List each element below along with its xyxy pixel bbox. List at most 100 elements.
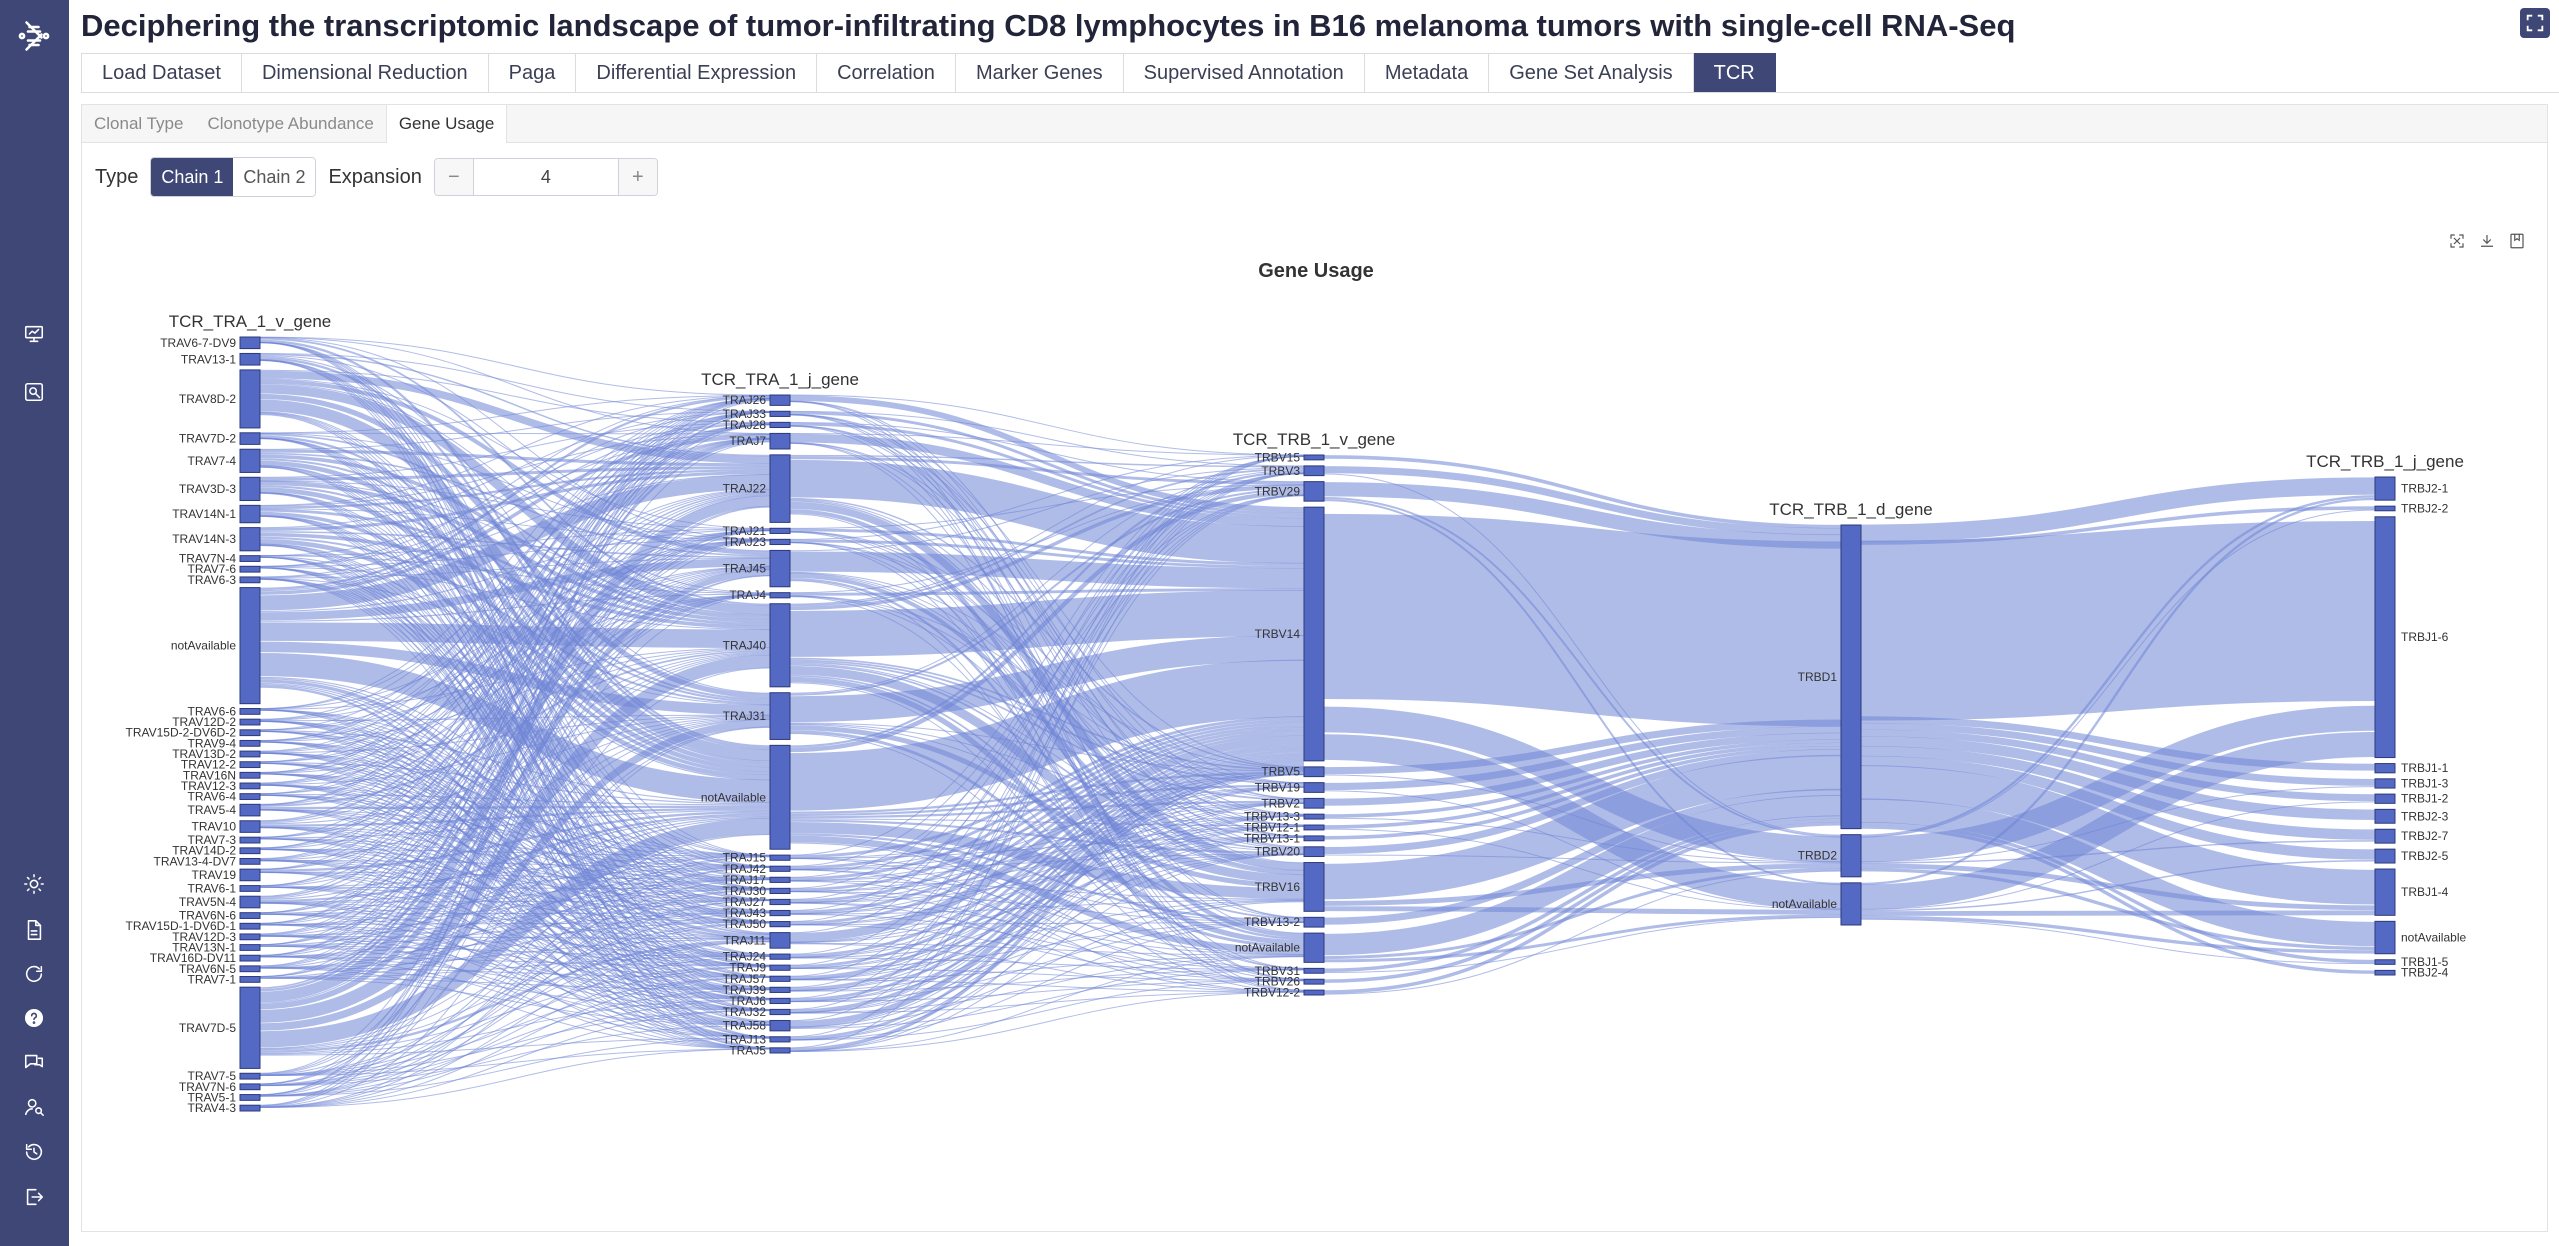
- sankey-node[interactable]: [239, 965, 261, 973]
- sankey-node[interactable]: [239, 555, 261, 562]
- sankey-node[interactable]: [1840, 524, 1862, 830]
- sankey-node[interactable]: [2374, 848, 2396, 864]
- tab-correlation[interactable]: Correlation: [817, 53, 956, 93]
- sankey-node[interactable]: [239, 933, 261, 941]
- sankey-node[interactable]: [769, 876, 791, 883]
- sankey-node[interactable]: [769, 410, 791, 417]
- sankey-node[interactable]: [239, 448, 261, 473]
- sankey-node[interactable]: [239, 771, 261, 779]
- tab-supervised-annotation[interactable]: Supervised Annotation: [1123, 53, 1365, 93]
- sankey-node[interactable]: [769, 887, 791, 895]
- sankey-node[interactable]: [239, 761, 261, 769]
- sankey-node[interactable]: [239, 708, 261, 715]
- sankey-node[interactable]: [769, 454, 791, 523]
- sankey-node[interactable]: [1840, 882, 1862, 926]
- sankey-node[interactable]: [2374, 505, 2396, 512]
- sankey-node[interactable]: [2374, 763, 2396, 774]
- sankey-node[interactable]: [239, 1072, 261, 1080]
- file-icon[interactable]: [18, 914, 50, 946]
- sankey-node[interactable]: [769, 898, 791, 906]
- fullscreen-button[interactable]: [2520, 8, 2550, 38]
- sankey-node[interactable]: [239, 793, 261, 800]
- sankey-node[interactable]: [239, 587, 261, 705]
- sankey-node[interactable]: [239, 976, 261, 983]
- sankey-node[interactable]: [769, 421, 791, 429]
- tab-marker-genes[interactable]: Marker Genes: [955, 53, 1124, 93]
- subtab-clonal-type[interactable]: Clonal Type: [94, 114, 184, 133]
- subtab-gene-usage[interactable]: Gene Usage: [385, 105, 508, 143]
- sankey-node[interactable]: [239, 1083, 261, 1091]
- chain2-button[interactable]: Chain 2: [233, 158, 316, 196]
- tab-dimensional-reduction[interactable]: Dimensional Reduction: [241, 53, 489, 93]
- tab-load-dataset[interactable]: Load Dataset: [81, 53, 242, 93]
- sankey-node[interactable]: [2374, 476, 2396, 501]
- sankey-node[interactable]: [239, 739, 261, 747]
- sankey-node[interactable]: [769, 432, 791, 450]
- tab-paga[interactable]: Paga: [488, 53, 577, 93]
- refresh-icon[interactable]: [18, 958, 50, 990]
- sankey-node[interactable]: [1303, 978, 1325, 985]
- sankey-node[interactable]: [769, 1019, 791, 1032]
- sankey-node[interactable]: [769, 592, 791, 599]
- sankey-node[interactable]: [2374, 516, 2396, 759]
- chart-bookmark-button[interactable]: [2505, 229, 2529, 253]
- sankey-node[interactable]: [239, 944, 261, 951]
- sankey-node[interactable]: [1303, 989, 1325, 996]
- sankey-node[interactable]: [1303, 813, 1325, 820]
- sankey-node[interactable]: [239, 857, 261, 865]
- help-icon[interactable]: [18, 1002, 50, 1034]
- sankey-node[interactable]: [769, 1036, 791, 1043]
- sankey-node[interactable]: [239, 1094, 261, 1101]
- sankey-node[interactable]: [2374, 969, 2396, 976]
- sankey-node[interactable]: [769, 394, 791, 406]
- sankey-node[interactable]: [2374, 959, 2396, 965]
- sankey-node[interactable]: [239, 336, 261, 350]
- subtab-clonotype-abundance[interactable]: Clonotype Abundance: [207, 114, 374, 133]
- sankey-node[interactable]: [769, 964, 791, 971]
- sankey-node[interactable]: [1303, 782, 1325, 793]
- sankey-node[interactable]: [239, 718, 261, 726]
- sankey-node[interactable]: [1303, 846, 1325, 858]
- sankey-node[interactable]: [2374, 778, 2396, 789]
- sankey-node[interactable]: [239, 885, 261, 892]
- sankey-node[interactable]: [769, 603, 791, 688]
- sankey-node[interactable]: [769, 921, 791, 928]
- sankey-node[interactable]: [1303, 862, 1325, 912]
- sankey-node[interactable]: [1303, 766, 1325, 778]
- sankey-node[interactable]: [239, 986, 261, 1069]
- sankey-node[interactable]: [1303, 797, 1325, 809]
- user-search-icon[interactable]: [18, 1091, 50, 1123]
- sankey-node[interactable]: [239, 476, 261, 502]
- chat-icon[interactable]: [18, 1046, 50, 1078]
- expansion-input[interactable]: [472, 159, 619, 195]
- sankey-node[interactable]: [1303, 454, 1325, 461]
- logout-icon[interactable]: [18, 1181, 50, 1213]
- sun-icon[interactable]: [18, 868, 50, 900]
- sankey-node[interactable]: [239, 527, 261, 552]
- sankey-node[interactable]: [1303, 916, 1325, 928]
- sankey-node[interactable]: [769, 975, 791, 982]
- sankey-node[interactable]: [239, 836, 261, 844]
- logo-icon[interactable]: [14, 16, 54, 56]
- history-icon[interactable]: [18, 1136, 50, 1168]
- tab-gene-set-analysis[interactable]: Gene Set Analysis: [1489, 53, 1694, 93]
- tab-metadata[interactable]: Metadata: [1364, 53, 1490, 93]
- sankey-node[interactable]: [1840, 834, 1862, 878]
- sankey-node[interactable]: [239, 820, 261, 833]
- sankey-node[interactable]: [769, 953, 791, 960]
- sankey-node[interactable]: [239, 352, 261, 366]
- tab-tcr[interactable]: TCR: [1693, 53, 1776, 93]
- sankey-node[interactable]: [239, 729, 261, 737]
- sankey-node[interactable]: [239, 369, 261, 429]
- sankey-node[interactable]: [1303, 835, 1325, 842]
- tab-differential-expression[interactable]: Differential Expression: [576, 53, 818, 93]
- sankey-node[interactable]: [769, 538, 791, 546]
- sankey-node[interactable]: [239, 912, 261, 919]
- sankey-node[interactable]: [239, 954, 261, 962]
- chain1-button[interactable]: Chain 1: [151, 158, 234, 196]
- sankey-node[interactable]: [769, 986, 791, 993]
- sankey-node[interactable]: [769, 1047, 791, 1054]
- sankey-node[interactable]: [1303, 506, 1325, 762]
- search-report-icon[interactable]: [18, 376, 50, 408]
- sankey-node[interactable]: [239, 847, 261, 855]
